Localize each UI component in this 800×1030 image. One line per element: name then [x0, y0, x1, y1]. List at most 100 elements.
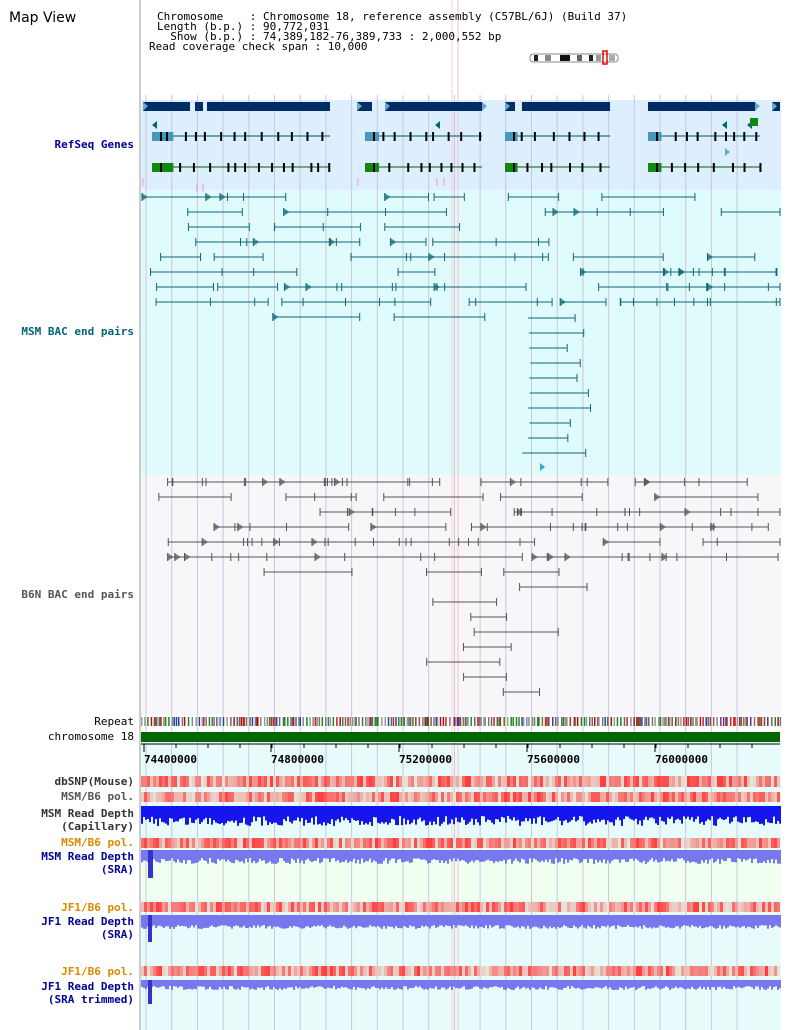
read-depth-bar — [227, 915, 229, 927]
polymorphism-heat-cell — [282, 966, 285, 976]
read-depth-bar — [285, 915, 287, 929]
read-depth-bar — [587, 915, 589, 926]
read-depth-bar — [331, 915, 333, 927]
polymorphism-heat-cell — [642, 902, 645, 912]
polymorphism-heat-cell — [168, 966, 171, 976]
read-depth-bar — [505, 980, 507, 990]
polymorphism-heat-cell — [240, 966, 243, 976]
read-depth-bar — [243, 806, 245, 818]
read-depth-bar — [513, 806, 515, 818]
repeat-element — [512, 717, 514, 726]
read-depth-bar — [737, 915, 739, 927]
read-depth-bar — [387, 806, 389, 825]
polymorphism-heat-cell — [189, 776, 192, 787]
read-depth-bar — [583, 850, 585, 859]
read-depth-bar — [295, 806, 297, 821]
read-depth-bar — [473, 915, 475, 929]
read-depth-bar — [265, 806, 267, 821]
read-depth-bar — [339, 806, 341, 823]
read-depth-bar — [651, 850, 653, 859]
read-depth-bar — [377, 850, 379, 864]
read-depth-bar — [287, 980, 289, 988]
read-depth-bar — [141, 980, 143, 987]
polymorphism-heat-cell — [621, 776, 624, 787]
track-label-refseq[interactable]: RefSeq Genes — [54, 138, 134, 151]
track-label-jf1-depth-sra[interactable]: JF1 Read Depth — [41, 915, 134, 928]
read-depth-bar — [333, 980, 335, 987]
track-label-jf1-b6-pol[interactable]: JF1/B6 pol. — [61, 901, 134, 914]
polymorphism-heat-cell — [456, 966, 459, 976]
read-depth-bar — [419, 980, 421, 987]
polymorphism-heat-cell — [648, 776, 651, 787]
track-label-msm-depth-sra[interactable]: MSM Read Depth — [41, 850, 134, 863]
read-depth-bar — [323, 806, 325, 823]
polymorphism-heat-cell — [540, 776, 543, 787]
polymorphism-heat-cell — [483, 902, 486, 912]
read-depth-bar — [689, 980, 691, 989]
track-label-dbsnp[interactable]: dbSNP(Mouse) — [54, 775, 134, 788]
polymorphism-heat-cell — [486, 838, 489, 848]
polymorphism-heat-cell — [558, 792, 561, 802]
read-depth-bar — [239, 806, 241, 824]
polymorphism-heat-cell — [510, 966, 513, 976]
read-depth-bar — [321, 850, 323, 862]
track-label-b6n-bac[interactable]: B6N BAC end pairs — [21, 588, 134, 601]
polymorphism-heat-cell — [564, 966, 567, 976]
polymorphism-heat-cell — [141, 838, 144, 848]
read-depth-bar — [467, 980, 469, 990]
read-depth-bar — [203, 980, 205, 987]
read-depth-bar — [417, 806, 419, 820]
track-label-msm-b6-pol-2[interactable]: MSM/B6 pol. — [61, 836, 134, 849]
polymorphism-heat-cell — [243, 776, 246, 787]
read-depth-bar — [209, 850, 211, 859]
polymorphism-heat-cell — [612, 838, 615, 848]
polymorphism-heat-cell — [660, 902, 663, 912]
polymorphism-heat-cell — [495, 792, 498, 802]
polymorphism-heat-cell — [699, 776, 702, 787]
read-depth-bar — [241, 806, 243, 823]
polymorphism-heat-cell — [348, 902, 351, 912]
track-label-msm-bac[interactable]: MSM BAC end pairs — [21, 325, 134, 338]
read-depth-bar — [765, 980, 767, 990]
read-depth-bar — [721, 850, 723, 860]
read-depth-bar — [705, 850, 707, 860]
track-label-jf1-depth-trimmed[interactable]: JF1 Read Depth — [41, 980, 134, 993]
read-depth-bar — [673, 850, 675, 862]
polymorphism-heat-cell — [387, 792, 390, 802]
track-label-msm-depth-capillary[interactable]: MSM Read Depth — [41, 807, 134, 820]
repeat-element — [153, 717, 156, 726]
read-depth-bar — [169, 915, 171, 929]
read-depth-bar — [417, 980, 419, 988]
read-depth-bar — [381, 850, 383, 864]
read-depth-bar — [655, 806, 657, 824]
read-depth-bar — [465, 980, 467, 990]
polymorphism-heat-cell — [585, 776, 588, 787]
read-depth-bar — [327, 806, 329, 824]
polymorphism-heat-cell — [552, 776, 555, 787]
read-depth-bar — [539, 980, 541, 988]
polymorphism-heat-cell — [720, 838, 723, 848]
read-depth-bar — [631, 806, 633, 820]
polymorphism-heat-cell — [390, 792, 393, 802]
polymorphism-heat-cell — [408, 902, 411, 912]
read-depth-bar — [683, 806, 685, 817]
read-depth-bar — [555, 806, 557, 820]
read-depth-bar — [499, 850, 501, 861]
read-depth-bar — [145, 806, 147, 820]
polymorphism-heat-cell — [330, 902, 333, 912]
read-depth-bar — [641, 850, 643, 863]
read-depth-bar — [395, 850, 397, 863]
repeat-element — [395, 717, 397, 726]
polymorphism-heat-cell — [681, 966, 684, 976]
repeat-element — [677, 717, 680, 726]
polymorphism-heat-cell — [660, 792, 663, 802]
polymorphism-heat-cell — [471, 838, 474, 848]
polymorphism-heat-cell — [390, 838, 393, 848]
read-depth-bar — [287, 915, 289, 929]
polymorphism-heat-cell — [204, 902, 207, 912]
gene-exon — [428, 163, 431, 172]
track-label-jf1-b6-pol-2[interactable]: JF1/B6 pol. — [61, 965, 134, 978]
read-depth-bar — [307, 980, 309, 989]
polymorphism-heat-cell — [507, 792, 510, 802]
track-label-msm-b6-pol[interactable]: MSM/B6 pol. — [61, 790, 134, 803]
